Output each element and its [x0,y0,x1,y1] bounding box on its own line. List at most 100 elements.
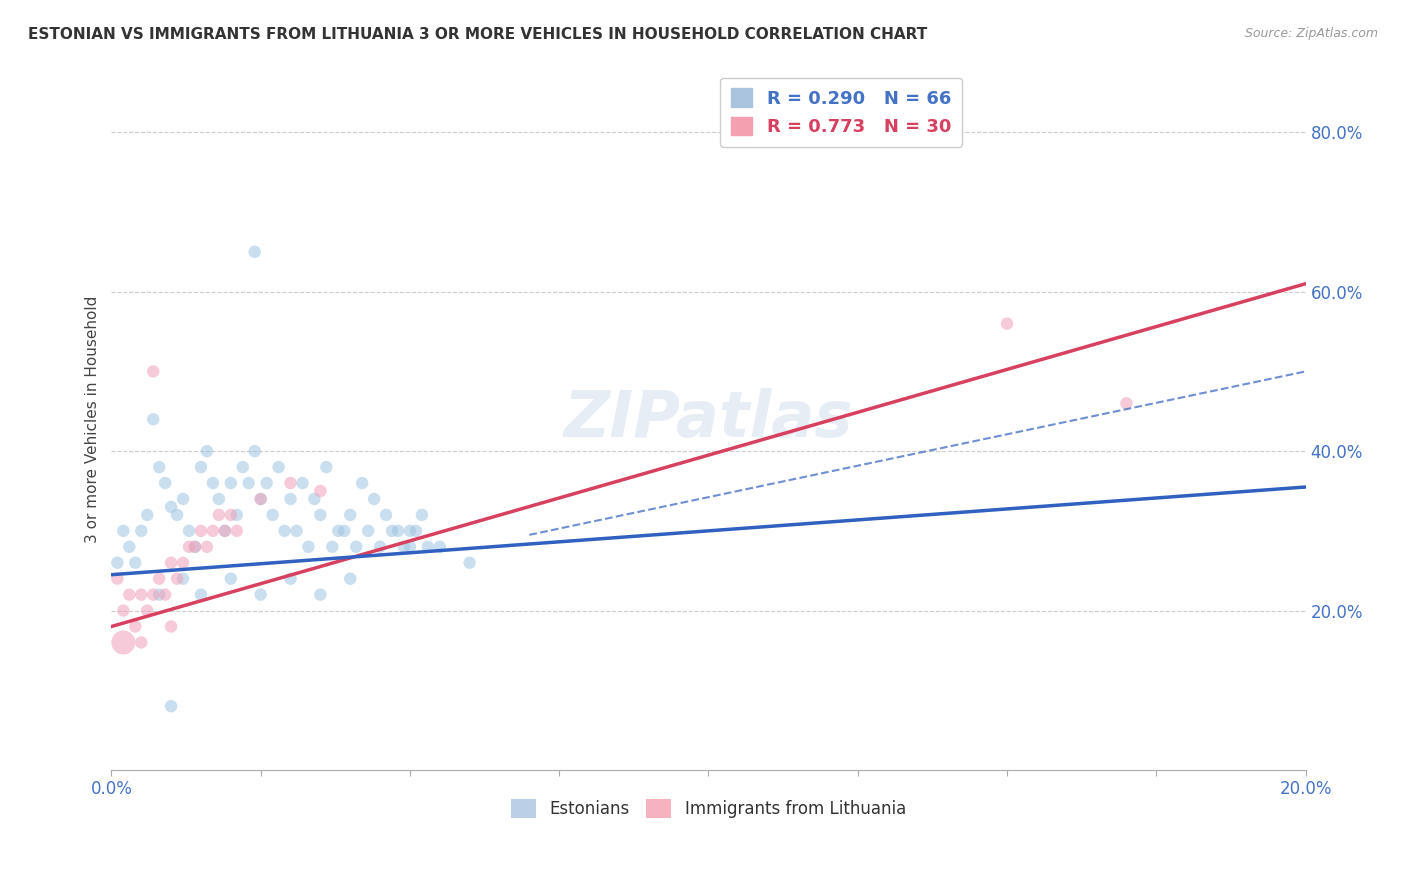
Point [458,556,481,570]
Point [208,491,231,506]
Point [219,476,242,491]
Point [333,524,356,538]
Point [995,317,1018,331]
Point [280,572,302,586]
Point [392,540,415,554]
Point [416,540,439,554]
Point [429,540,451,554]
Point [399,524,422,538]
Point [219,572,242,586]
Point [153,588,176,602]
Point [243,444,266,458]
Point [129,635,152,649]
Point [105,572,128,586]
Point [291,476,314,491]
Point [201,476,224,491]
Point [190,524,212,538]
Point [280,491,302,506]
Point [381,524,404,538]
Y-axis label: 3 or more Vehicles in Household: 3 or more Vehicles in Household [86,295,100,543]
Point [219,508,242,522]
Point [214,524,236,538]
Point [328,524,350,538]
Point [262,508,284,522]
Point [304,491,326,506]
Point [172,572,194,586]
Point [177,540,200,554]
Text: ESTONIAN VS IMMIGRANTS FROM LITHUANIA 3 OR MORE VEHICLES IN HOUSEHOLD CORRELATIO: ESTONIAN VS IMMIGRANTS FROM LITHUANIA 3 … [28,27,928,42]
Point [172,491,194,506]
Text: ZIPatlas: ZIPatlas [564,388,853,450]
Point [184,540,207,554]
Point [405,524,427,538]
Point [375,508,398,522]
Point [273,524,295,538]
Point [124,556,146,570]
Point [160,556,183,570]
Point [201,524,224,538]
Point [238,476,260,491]
Point [309,483,332,498]
Point [190,460,212,475]
Point [297,540,319,554]
Point [363,491,385,506]
Point [285,524,308,538]
Point [249,491,271,506]
Point [160,500,183,514]
Point [112,524,135,538]
Point [160,699,183,714]
Point [129,588,152,602]
Point [142,364,165,378]
Point [118,588,141,602]
Point [309,508,332,522]
Point [280,476,302,491]
Point [177,524,200,538]
Point [160,619,183,633]
Point [208,508,231,522]
Point [195,444,218,458]
Point [411,508,433,522]
Point [172,556,194,570]
Point [148,588,170,602]
Point [344,540,367,554]
Point [357,524,380,538]
Point [190,588,212,602]
Point [136,603,159,617]
Point [153,476,176,491]
Point [142,588,165,602]
Point [399,540,422,554]
Point [249,491,271,506]
Point [321,540,343,554]
Point [309,588,332,602]
Point [267,460,290,475]
Point [256,476,278,491]
Point [166,572,188,586]
Point [387,524,409,538]
Point [225,524,247,538]
Point [195,540,218,554]
Point [214,524,236,538]
Point [142,412,165,426]
Point [148,460,170,475]
Point [339,508,361,522]
Point [129,524,152,538]
Point [315,460,337,475]
Legend: Estonians, Immigrants from Lithuania: Estonians, Immigrants from Lithuania [505,793,912,825]
Point [184,540,207,554]
Point [243,244,266,259]
Point [118,540,141,554]
Point [249,588,271,602]
Point [368,540,391,554]
Point [105,556,128,570]
Point [148,572,170,586]
Point [124,619,146,633]
Point [112,635,135,649]
Point [166,508,188,522]
Point [225,508,247,522]
Point [136,508,159,522]
Point [112,603,135,617]
Text: Source: ZipAtlas.com: Source: ZipAtlas.com [1244,27,1378,40]
Point [1115,396,1137,410]
Point [352,476,374,491]
Point [232,460,254,475]
